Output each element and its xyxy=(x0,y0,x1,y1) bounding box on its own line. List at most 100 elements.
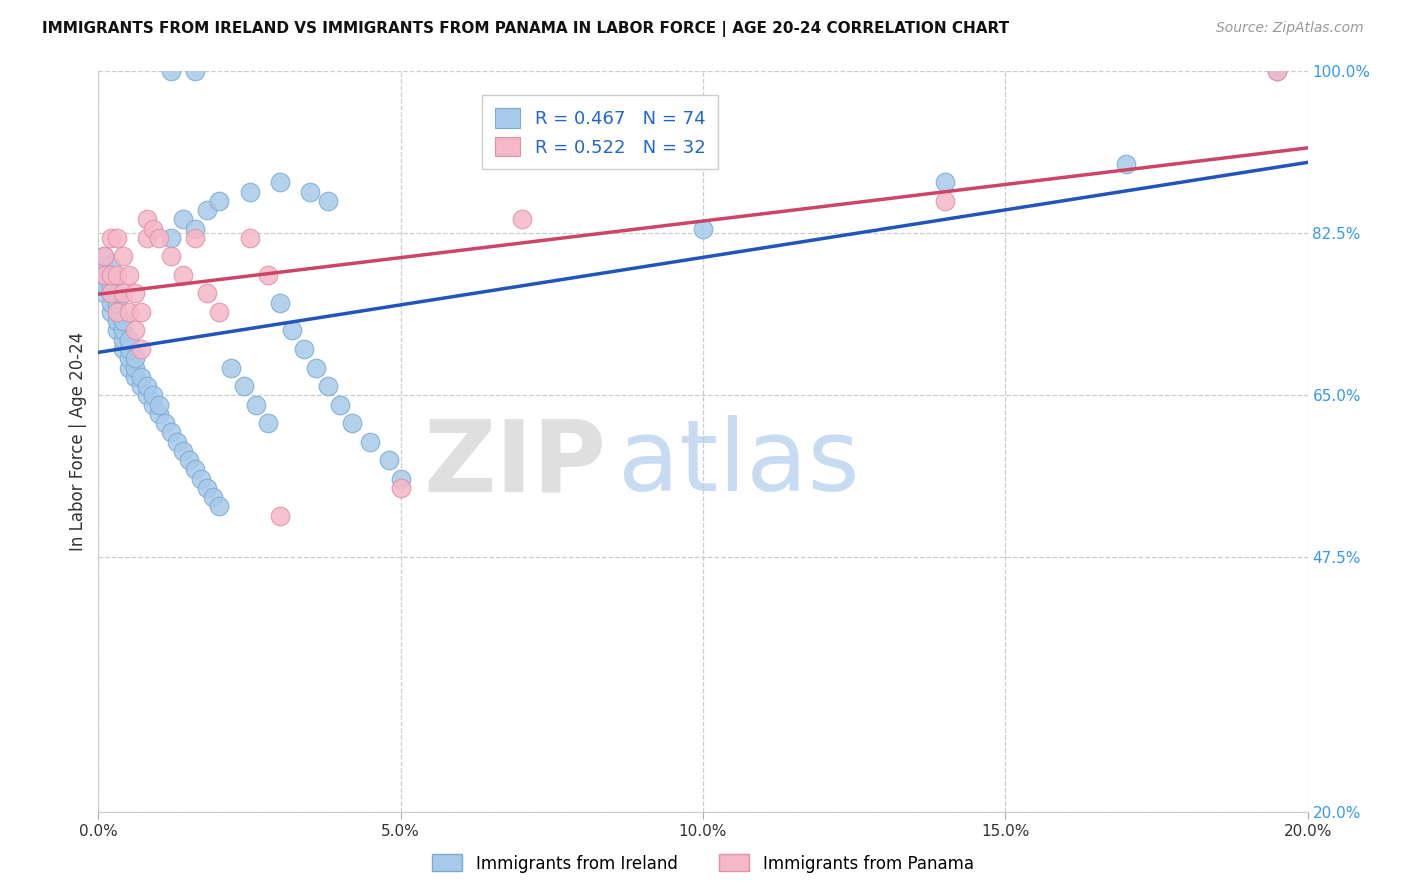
Point xyxy=(105,295,128,310)
Point xyxy=(360,434,382,449)
Point xyxy=(93,268,115,282)
Point xyxy=(105,305,128,319)
Point xyxy=(934,175,956,190)
Point xyxy=(239,185,262,199)
Point xyxy=(208,194,231,208)
Point xyxy=(100,268,122,282)
Point xyxy=(111,342,134,356)
Point xyxy=(118,351,141,366)
Point xyxy=(148,231,170,245)
Point xyxy=(111,314,134,328)
Point xyxy=(93,249,115,264)
Point xyxy=(105,305,128,319)
Point xyxy=(153,416,176,430)
Point xyxy=(124,360,146,375)
Point xyxy=(221,360,243,375)
Point xyxy=(299,185,322,199)
Point xyxy=(135,231,157,245)
Legend: Immigrants from Ireland, Immigrants from Panama: Immigrants from Ireland, Immigrants from… xyxy=(426,847,980,880)
Point xyxy=(305,360,328,375)
Point xyxy=(160,231,183,245)
Point xyxy=(111,286,134,301)
Point xyxy=(934,194,956,208)
Point xyxy=(100,268,122,282)
Point xyxy=(342,416,364,430)
Point xyxy=(208,500,231,514)
Point xyxy=(142,221,165,235)
Text: atlas: atlas xyxy=(619,416,860,512)
Point xyxy=(135,379,157,393)
Point xyxy=(269,508,291,523)
Point xyxy=(111,324,134,338)
Point xyxy=(100,259,122,273)
Point xyxy=(105,286,128,301)
Point xyxy=(93,286,115,301)
Point xyxy=(124,324,146,338)
Point xyxy=(160,425,183,440)
Point xyxy=(142,398,165,412)
Point xyxy=(105,324,128,338)
Point xyxy=(195,203,218,218)
Point xyxy=(202,490,225,504)
Point xyxy=(256,416,278,430)
Point xyxy=(692,221,714,235)
Point xyxy=(100,286,122,301)
Point xyxy=(129,369,152,384)
Point xyxy=(105,314,128,328)
Point xyxy=(195,481,218,495)
Point xyxy=(105,268,128,282)
Point xyxy=(232,379,254,393)
Point xyxy=(184,221,207,235)
Point xyxy=(184,462,207,476)
Point xyxy=(124,286,146,301)
Point xyxy=(100,286,122,301)
Point xyxy=(160,249,183,264)
Point xyxy=(269,175,291,190)
Point xyxy=(111,333,134,347)
Point xyxy=(129,379,152,393)
Point xyxy=(245,398,267,412)
Point xyxy=(160,64,183,78)
Point xyxy=(195,286,218,301)
Point xyxy=(1115,157,1137,171)
Text: Source: ZipAtlas.com: Source: ZipAtlas.com xyxy=(1216,21,1364,35)
Point xyxy=(100,277,122,292)
Point xyxy=(118,360,141,375)
Point xyxy=(184,64,207,78)
Point xyxy=(93,259,115,273)
Point xyxy=(190,471,212,485)
Point xyxy=(142,388,165,402)
Point xyxy=(118,268,141,282)
Point xyxy=(100,295,122,310)
Point xyxy=(389,471,412,485)
Point xyxy=(100,305,122,319)
Point xyxy=(93,277,115,292)
Point xyxy=(281,324,304,338)
Point xyxy=(292,342,315,356)
Point xyxy=(239,231,262,245)
Point xyxy=(389,481,412,495)
Point xyxy=(256,268,278,282)
Point xyxy=(179,453,201,467)
Point xyxy=(93,268,115,282)
Point xyxy=(118,342,141,356)
Text: IMMIGRANTS FROM IRELAND VS IMMIGRANTS FROM PANAMA IN LABOR FORCE | AGE 20-24 COR: IMMIGRANTS FROM IRELAND VS IMMIGRANTS FR… xyxy=(42,21,1010,37)
Point xyxy=(105,231,128,245)
Point xyxy=(172,443,194,458)
Point xyxy=(148,398,170,412)
Point xyxy=(118,305,141,319)
Point xyxy=(135,212,157,227)
Point xyxy=(1267,64,1289,78)
Y-axis label: In Labor Force | Age 20-24: In Labor Force | Age 20-24 xyxy=(69,332,87,551)
Point xyxy=(172,212,194,227)
Point xyxy=(510,212,533,227)
Point xyxy=(208,305,231,319)
Point xyxy=(329,398,352,412)
Point xyxy=(166,434,188,449)
Point xyxy=(316,379,339,393)
Point xyxy=(135,388,157,402)
Point xyxy=(124,351,146,366)
Point xyxy=(316,194,339,208)
Point xyxy=(1267,64,1289,78)
Point xyxy=(184,231,207,245)
